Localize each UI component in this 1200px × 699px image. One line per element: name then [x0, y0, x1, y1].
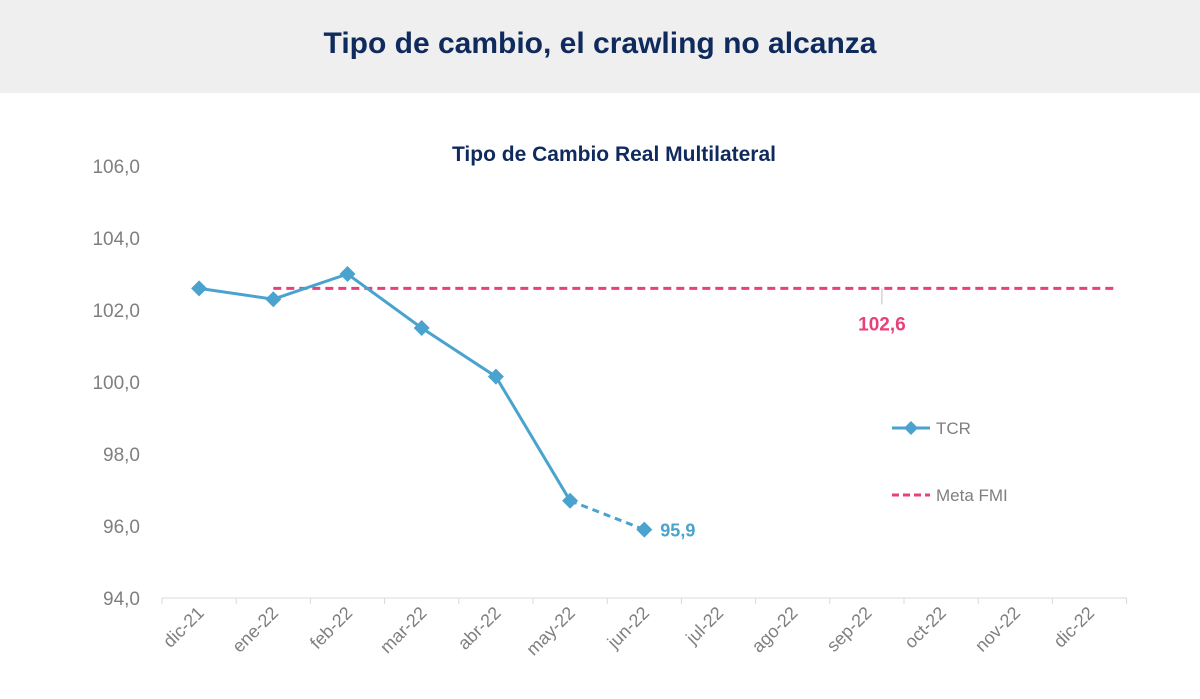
chart-title: Tipo de Cambio Real Multilateral	[452, 143, 776, 166]
x-tick-label: ago-22	[748, 603, 802, 657]
x-tick-label: jun-22	[603, 603, 653, 653]
series-line-tcr-projection	[569, 499, 645, 531]
x-tick-label: mar-22	[376, 603, 430, 657]
x-tick-label: sep-22	[823, 603, 876, 656]
x-tick-label: nov-22	[971, 603, 1024, 656]
y-tick-label: 94,0	[103, 589, 140, 610]
x-tick-label: abr-22	[454, 603, 505, 654]
series-line-tcr	[198, 272, 572, 502]
y-tick-label: 98,0	[103, 445, 140, 466]
y-tick-label: 104,0	[92, 229, 140, 250]
x-tick-label: oct-22	[900, 603, 950, 653]
page-title: Tipo de cambio, el crawling no alcanza	[323, 26, 877, 60]
x-tick-label: dic-22	[1050, 603, 1099, 652]
tcr-data-point	[487, 368, 504, 385]
page-header: Tipo de cambio, el crawling no alcanza	[0, 0, 1200, 93]
x-tick-label: ene-22	[228, 603, 282, 657]
y-tick-label: 106,0	[92, 157, 140, 178]
y-tick-label: 102,0	[92, 301, 140, 322]
tcr-data-point	[562, 492, 579, 509]
data-label-tcr-last: 95,9	[660, 521, 695, 541]
x-tick-label: jul-22	[681, 603, 727, 649]
tcr-data-point	[191, 280, 208, 297]
data-label-meta-fmi: 102,6	[858, 314, 906, 335]
chart-axes: 94,0 96,0 98,0 100,0 102,0 104,0 106,0 dic-21 en…	[92, 157, 1128, 660]
tcr-data-point	[636, 521, 653, 538]
tcr-data-point	[413, 320, 430, 336]
chart-legend: TCR Meta FMI	[892, 419, 1008, 505]
y-tick-label: 96,0	[103, 517, 140, 538]
legend-label-meta-fmi: Meta FMI	[936, 486, 1008, 505]
x-tick-label: may-22	[522, 603, 579, 660]
tcr-data-point	[265, 291, 282, 308]
x-tick-label: dic-21	[159, 603, 208, 652]
data-labels: 95,9 102,6	[660, 288, 906, 541]
x-tick-label: feb-22	[306, 603, 356, 653]
legend-label-tcr: TCR	[936, 419, 971, 438]
y-tick-label: 100,0	[92, 373, 140, 394]
tcr-data-point	[339, 266, 356, 282]
legend-marker-tcr	[904, 421, 918, 435]
chart-series	[191, 266, 1114, 538]
